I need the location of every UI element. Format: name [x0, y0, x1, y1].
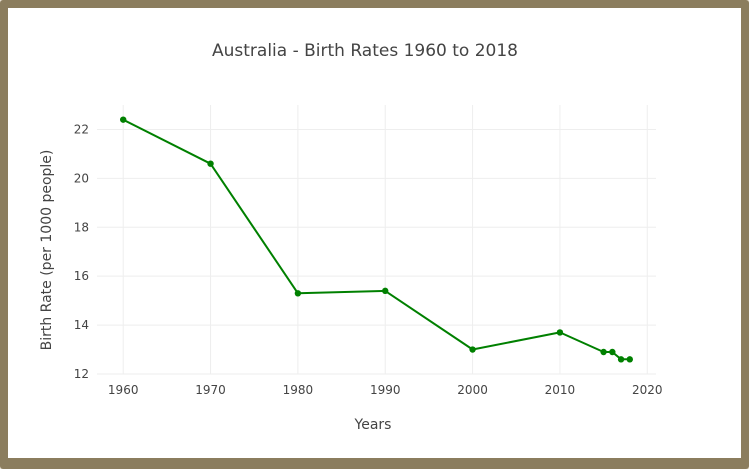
data-point[interactable] — [556, 329, 564, 336]
y-tick-label: 20 — [74, 171, 89, 185]
series-line — [122, 118, 630, 361]
x-tick-label: 2010 — [545, 383, 576, 397]
axes: 1960 1970 1980 1990 2000 2010 2020 12 14 16 18 20 22 — [74, 122, 663, 397]
x-tick-label: 1990 — [370, 383, 401, 397]
y-tick-label: 14 — [74, 318, 89, 332]
data-point[interactable] — [469, 346, 476, 353]
y-tick-label: 16 — [74, 269, 89, 283]
data-point[interactable] — [600, 348, 607, 356]
data-point[interactable] — [626, 356, 633, 363]
series-layer — [120, 116, 633, 363]
data-point[interactable] — [207, 160, 214, 167]
grid — [97, 105, 656, 375]
chart-panel: 1960 1970 1980 1990 2000 2010 2020 12 14 16 18 20 22… — [8, 8, 741, 458]
data-point[interactable] — [382, 287, 389, 295]
x-tick-label: 1970 — [195, 383, 226, 397]
x-tick-label: 1960 — [108, 383, 139, 397]
data-point[interactable] — [294, 290, 302, 297]
y-axis-label: Birth Rate (per 1000 people) — [39, 150, 55, 351]
data-point[interactable] — [617, 356, 625, 363]
x-tick-label: 1980 — [283, 383, 314, 397]
y-tick-label: 22 — [74, 122, 89, 136]
line-chart: 1960 1970 1980 1990 2000 2010 2020 12 14 16 18 20 22… — [39, 41, 663, 433]
x-tick-label: 2020 — [632, 383, 663, 397]
x-tick-label: 2000 — [457, 383, 488, 397]
y-tick-label: 12 — [74, 367, 89, 381]
chart-title: Australia - Birth Rates 1960 to 2018 — [212, 41, 518, 61]
x-axis-label: Years — [354, 417, 392, 433]
y-tick-label: 18 — [74, 220, 89, 234]
data-point[interactable] — [120, 116, 127, 123]
data-point[interactable] — [609, 348, 616, 356]
